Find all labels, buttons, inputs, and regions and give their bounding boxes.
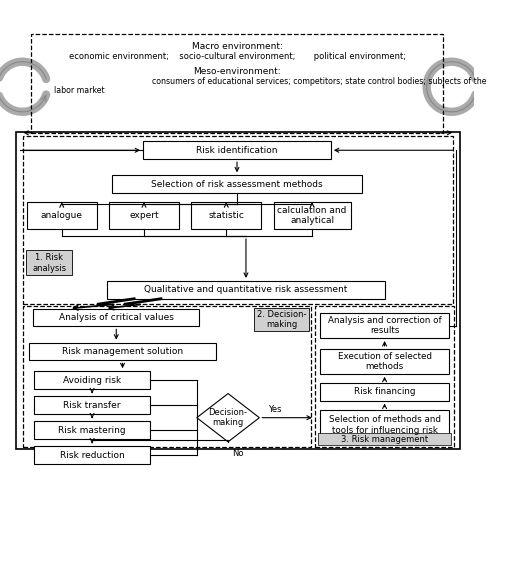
Bar: [23, 136, 453, 304]
Text: Analysis of critical values: Analysis of critical values: [59, 313, 174, 322]
Text: 2. Decision-
making: 2. Decision- making: [257, 310, 306, 329]
Bar: [320, 349, 449, 374]
Text: consumers of educational services; competitors; state control bodies; subjects o: consumers of educational services; compe…: [152, 77, 487, 86]
Text: Execution of selected
methods: Execution of selected methods: [338, 351, 431, 371]
Text: labor market: labor market: [54, 86, 104, 95]
Text: Macro environment:: Macro environment:: [191, 42, 282, 51]
Bar: [108, 281, 385, 299]
Text: Analysis and correction of
results: Analysis and correction of results: [328, 316, 441, 335]
Bar: [27, 202, 96, 229]
Text: Risk transfer: Risk transfer: [64, 401, 121, 410]
Text: 1. Risk
analysis: 1. Risk analysis: [32, 253, 66, 272]
Text: Avoiding risk: Avoiding risk: [63, 376, 121, 385]
Bar: [26, 251, 73, 275]
Bar: [143, 141, 331, 159]
Bar: [112, 175, 362, 193]
Bar: [320, 410, 449, 440]
Bar: [31, 34, 443, 133]
Bar: [254, 308, 310, 331]
Text: Risk identification: Risk identification: [196, 146, 278, 155]
Bar: [320, 313, 449, 338]
Bar: [34, 371, 151, 389]
Text: Risk reduction: Risk reduction: [60, 451, 125, 460]
Bar: [34, 446, 151, 464]
Text: 3. Risk management: 3. Risk management: [341, 435, 428, 444]
Text: Qualitative and quantitative risk assessment: Qualitative and quantitative risk assess…: [144, 285, 348, 294]
Bar: [273, 202, 351, 229]
Bar: [315, 306, 454, 447]
Bar: [320, 383, 449, 401]
Text: economic environment;    socio-cultural environment;       political environment: economic environment; socio-cultural env…: [68, 52, 405, 61]
Bar: [33, 309, 199, 327]
Text: Decision-
making: Decision- making: [209, 408, 248, 427]
Bar: [16, 132, 460, 449]
Bar: [191, 202, 261, 229]
Text: No: No: [232, 449, 243, 458]
Bar: [319, 433, 451, 445]
Text: Risk mastering: Risk mastering: [58, 426, 126, 435]
Bar: [29, 343, 216, 361]
Text: Risk management solution: Risk management solution: [62, 347, 183, 356]
Bar: [34, 421, 151, 439]
Text: statistic: statistic: [208, 211, 244, 220]
Text: Selection of risk assessment methods: Selection of risk assessment methods: [151, 180, 323, 189]
Bar: [34, 396, 151, 414]
Text: Selection of methods and
tools for influencing risk: Selection of methods and tools for influ…: [329, 415, 440, 434]
Bar: [109, 202, 179, 229]
Text: Meso-environment:: Meso-environment:: [193, 67, 281, 76]
Text: analogue: analogue: [41, 211, 83, 220]
Polygon shape: [197, 393, 259, 442]
Bar: [23, 306, 311, 447]
Text: expert: expert: [129, 211, 159, 220]
Text: Yes: Yes: [268, 405, 282, 414]
Text: Risk financing: Risk financing: [354, 387, 416, 396]
Text: calculation and
analytical: calculation and analytical: [277, 206, 347, 225]
